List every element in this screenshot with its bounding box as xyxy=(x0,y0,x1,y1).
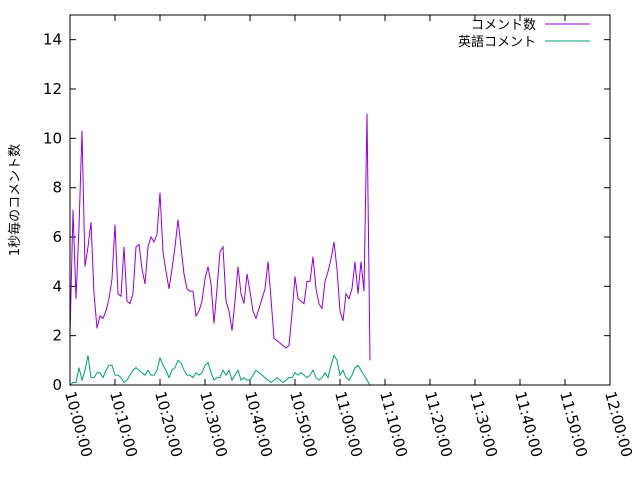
y-tick-label: 0 xyxy=(52,376,62,394)
x-tick-label: 11:40:00 xyxy=(511,389,546,459)
x-tick-label: 11:00:00 xyxy=(331,389,366,459)
y-axis-label: 1秒毎のコメント数 xyxy=(7,144,23,256)
y-tick-label: 2 xyxy=(52,327,62,345)
x-tick-label: 11:10:00 xyxy=(376,389,411,459)
series-line-1 xyxy=(69,354,371,386)
x-tick-label: 11:20:00 xyxy=(421,389,456,459)
x-axis-ticks: 10:00:00 10:10:00 10:20:00 10:30:00 10:40:00… xyxy=(61,15,636,459)
plot-frame xyxy=(69,14,611,386)
x-tick-label: 11:30:00 xyxy=(466,389,501,459)
x-tick-label: 12:00:00 xyxy=(601,389,636,459)
x-tick-label: 10:40:00 xyxy=(241,389,276,459)
y-axis-ticks: 0 2 4 6 8 10 12 14 xyxy=(43,31,610,394)
x-tick-label: 10:20:00 xyxy=(151,389,186,459)
y-tick-label: 4 xyxy=(52,277,62,295)
y-tick-label: 6 xyxy=(52,228,62,246)
series-lines xyxy=(69,113,371,386)
x-tick-label: 10:00:00 xyxy=(61,389,96,459)
y-tick-label: 10 xyxy=(43,129,62,147)
y-tick-label: 12 xyxy=(43,80,62,98)
x-tick-label: 10:10:00 xyxy=(106,389,141,459)
series-line-0 xyxy=(69,113,371,361)
x-tick-label: 10:50:00 xyxy=(286,389,321,459)
legend-label: コメント数 xyxy=(471,18,536,33)
y-tick-label: 8 xyxy=(52,179,62,197)
x-tick-label: 11:50:00 xyxy=(556,389,591,459)
legend-label: 英語コメント xyxy=(458,34,536,50)
y-tick-label: 14 xyxy=(43,31,62,49)
x-tick-label: 10:30:00 xyxy=(196,389,231,459)
